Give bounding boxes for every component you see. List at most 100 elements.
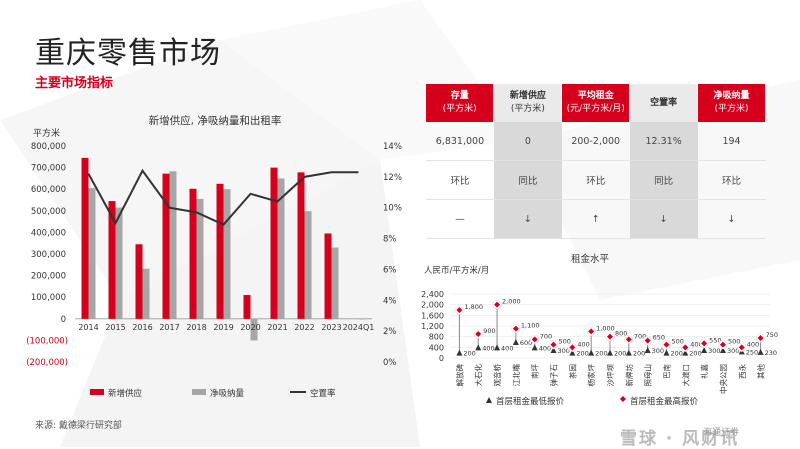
- low-rent-label: 200: [463, 350, 475, 358]
- bar-net-absorption-2014: [88, 188, 96, 319]
- y-tick-label: (200,000): [26, 358, 68, 368]
- kpi-compare-row: 环比 同比 环比 同比 环比: [426, 160, 766, 200]
- legend-label-low-rent: 首层租金最低报价: [496, 396, 565, 407]
- kpi-value-vacancy: 12.31%: [629, 122, 698, 161]
- low-rent-marker-新牌坊: [625, 349, 632, 356]
- x-tick-label: 2024Q1: [343, 323, 375, 332]
- high-rent-marker-礼嘉: [701, 340, 708, 347]
- y-tick-label: 1,600: [421, 311, 444, 320]
- chart-title: 新增供应, 净吸纳量和出租率: [149, 114, 282, 127]
- high-rent-label: 500: [728, 338, 740, 346]
- high-rent-marker-观音桥: [494, 301, 501, 308]
- bar-net-absorption-2023: [331, 247, 339, 319]
- bar-new-supply-2014: [81, 157, 89, 319]
- bar-net-absorption-2020: [250, 318, 258, 341]
- kpi-trend-stock: —: [426, 199, 494, 239]
- y-tick-label: 800: [429, 333, 444, 342]
- low-rent-label: 300: [708, 347, 720, 355]
- bar-net-absorption-2017: [169, 171, 177, 319]
- x-tick-label: 解放碑: [454, 364, 464, 387]
- low-rent-label: 300: [652, 347, 664, 355]
- bar-net-absorption-2016: [142, 268, 150, 319]
- bar-new-supply-2018: [189, 188, 197, 319]
- kpi-trend-net-absorption: ↓: [697, 199, 766, 239]
- y-axis-label: 人民币/平方米/月: [424, 265, 489, 276]
- low-rent-marker-礼嘉: [701, 347, 708, 353]
- high-rent-label: 550: [709, 336, 721, 344]
- high-rent-marker-照母山: [644, 337, 651, 344]
- kpi-trend-new-supply: ↓: [493, 199, 562, 239]
- high-rent-marker-南坪: [531, 336, 538, 343]
- x-tick-label: 2016: [132, 323, 152, 332]
- x-tick-label: 大渡口: [680, 364, 690, 387]
- high-rent-marker-大石化: [475, 331, 482, 337]
- bar-new-supply-2019: [216, 183, 224, 319]
- kpi-value-avg-rent: 200-2,000: [561, 122, 630, 161]
- x-tick-label: 2018: [186, 323, 206, 332]
- vacancy-rate-line: [87, 168, 359, 226]
- high-rent-label: 2,000: [502, 298, 521, 306]
- high-rent-marker-杨家坪: [588, 328, 595, 335]
- low-rent-label: 200: [633, 350, 645, 358]
- low-rent-label: 230: [765, 349, 777, 357]
- high-rent-label: 750: [766, 331, 778, 339]
- high-rent-label: 800: [615, 330, 627, 338]
- y-tick-label: (100,000): [26, 336, 68, 346]
- bar-net-absorption-2018: [196, 198, 204, 319]
- high-rent-label: 1,800: [464, 303, 483, 311]
- low-rent-marker-弹子石: [550, 347, 557, 353]
- x-tick-label: 江北嘴: [511, 364, 521, 387]
- bar-new-supply-2023: [324, 233, 332, 319]
- y-tick-label: 1,200: [421, 322, 444, 331]
- high-rent-label: 900: [483, 327, 495, 335]
- y-tick-label: 0: [61, 315, 66, 325]
- kpi-table: 存量 (平方米) 新增供应 (平方米) 平均租金 (元/平方米/月) 空置率 净吸纳量…: [426, 84, 766, 239]
- legend-label-high-rent: 首层租金最高报价: [630, 396, 699, 407]
- x-tick-label: 茶园: [567, 364, 577, 379]
- y-tick-label: 0: [439, 354, 444, 363]
- bar-new-supply-2022: [297, 172, 305, 319]
- bar-net-absorption-2024Q1: [358, 318, 366, 320]
- chart-title: 租金水平: [571, 253, 610, 265]
- low-rent-marker-沙坪坝: [607, 349, 613, 356]
- y-tick-label: 2,000: [421, 301, 444, 310]
- source-note: 来源: 戴德梁行研究部: [35, 421, 122, 431]
- kpi-compare-net-absorption: 环比: [697, 160, 766, 200]
- y2-tick-label: 6%: [383, 265, 397, 275]
- y-tick-label: 100,000: [31, 293, 66, 303]
- kpi-header-net-absorption: 净吸纳量 (平方米): [697, 84, 766, 122]
- legend-swatch-net-absorption: [192, 389, 206, 395]
- x-tick-label: 大石化: [473, 364, 483, 387]
- high-rent-label: 1,100: [521, 322, 540, 330]
- x-tick-label: 沙坪坝: [606, 364, 615, 387]
- kpi-compare-new-supply: 同比: [493, 160, 562, 200]
- x-tick-label: 杨家坪: [586, 364, 596, 387]
- low-rent-marker-观音桥: [494, 344, 501, 351]
- high-rent-marker-解放碑: [456, 307, 463, 313]
- kpi-value-net-absorption: 194: [697, 122, 766, 161]
- high-rent-marker-新牌坊: [625, 336, 632, 343]
- high-rent-label: 650: [653, 334, 665, 342]
- x-tick-label: 2015: [105, 323, 125, 332]
- y-tick-label: 400,000: [31, 228, 66, 238]
- bar-new-supply-2020: [243, 295, 251, 319]
- y-tick-label: 200,000: [31, 272, 66, 282]
- high-rent-label: 500: [671, 338, 683, 346]
- kpi-header-new-supply: 新增供应 (平方米): [493, 84, 563, 122]
- x-tick-label: 礼嘉: [699, 364, 709, 379]
- low-rent-label: 200: [595, 350, 607, 358]
- low-rent-label: 300: [727, 347, 739, 355]
- bar-net-absorption-2019: [223, 189, 231, 319]
- low-rent-marker-江北嘴: [512, 339, 519, 345]
- low-rent-marker-照母山: [644, 347, 651, 353]
- kpi-compare-vacancy: 同比: [629, 160, 698, 200]
- high-rent-label: 1,000: [596, 324, 615, 332]
- x-tick-label: 2014: [78, 323, 98, 332]
- low-rent-marker-杨家坪: [588, 349, 595, 356]
- low-rent-label: 250: [746, 348, 758, 356]
- high-rent-marker-沙坪坝: [607, 333, 613, 340]
- x-tick-label: 2022: [294, 323, 314, 332]
- low-rent-marker-巴南: [663, 349, 670, 356]
- bar-new-supply-2016: [135, 244, 143, 319]
- x-tick-label: 2017: [159, 323, 179, 332]
